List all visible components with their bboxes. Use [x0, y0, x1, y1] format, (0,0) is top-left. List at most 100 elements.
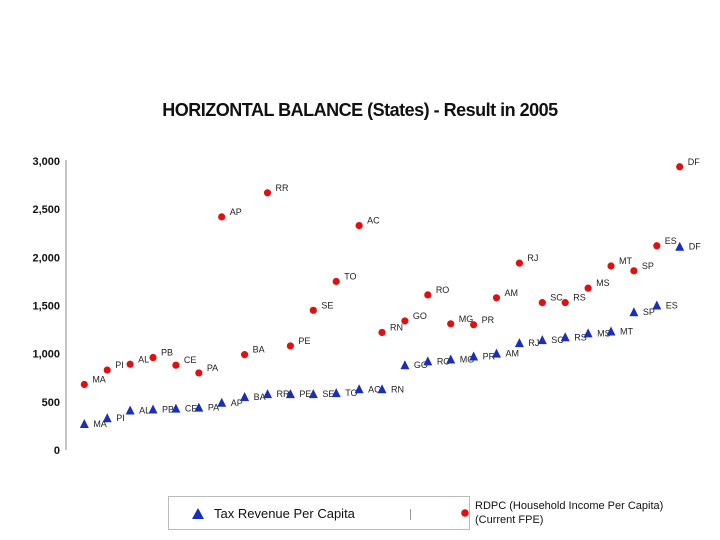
tax-revenue-point — [629, 307, 639, 317]
rdpc-point — [653, 242, 661, 250]
rdpc-series: MA PI AL PB CE PA AP BA RR PE SE TO AC RN GO RO MG PR AM RJ… — [80, 157, 700, 389]
tax-revenue-point-label: BA — [254, 392, 266, 402]
tax-revenue-point — [194, 402, 204, 412]
rdpc-point-label: MA — [92, 374, 106, 384]
legend-triangle-icon — [192, 508, 204, 519]
rdpc-point-label: AM — [505, 288, 519, 298]
y-tick-label: 2,500 — [32, 204, 60, 216]
rdpc-point-label: MG — [459, 314, 474, 324]
rdpc-point — [584, 284, 592, 292]
rdpc-point-label: MS — [596, 278, 610, 288]
rdpc-point-label: RN — [390, 322, 403, 332]
legend: Tax Revenue Per Capita — [168, 496, 470, 530]
tax-revenue-point — [308, 389, 318, 399]
rdpc-point-label: PB — [161, 348, 173, 358]
legend-label-rdpc-line2: (Current FPE) — [475, 514, 544, 526]
rdpc-point-label: RS — [573, 293, 586, 303]
tax-revenue-point-label: MT — [620, 327, 633, 337]
tax-revenue-point — [606, 326, 616, 336]
tax-revenue-point — [217, 397, 227, 407]
tax-revenue-point — [492, 348, 502, 358]
rdpc-point-label: PA — [207, 363, 218, 373]
tax-revenue-series: MA PI AL PB CE PA AP BA RR PE SE TO AC RN GO RO MG PR AM RJ… — [79, 241, 701, 429]
rdpc-point — [515, 259, 524, 267]
tax-revenue-point-label: PA — [208, 403, 219, 413]
rdpc-point — [103, 366, 111, 374]
tax-revenue-point-label: AP — [231, 398, 243, 408]
rdpc-point-label: PI — [115, 360, 124, 370]
tax-revenue-point — [377, 384, 387, 394]
tax-revenue-point-label: SE — [322, 389, 334, 399]
rdpc-point — [630, 267, 638, 275]
rdpc-point — [241, 351, 249, 359]
rdpc-point — [263, 189, 272, 197]
tax-revenue-point — [263, 389, 273, 399]
tax-revenue-point — [102, 413, 112, 423]
rdpc-point — [447, 320, 455, 328]
tax-revenue-point-label: PE — [299, 389, 311, 399]
y-tick-label: 0 — [54, 445, 60, 457]
rdpc-point — [401, 317, 409, 325]
tax-revenue-point-label: RR — [277, 389, 290, 399]
tax-revenue-point-label: DF — [689, 242, 701, 252]
rdpc-point — [309, 306, 317, 314]
rdpc-point-label: SE — [321, 300, 333, 310]
rdpc-point — [286, 342, 295, 350]
tax-revenue-point-label: RJ — [528, 338, 539, 348]
rdpc-point — [149, 353, 157, 362]
rdpc-point — [492, 294, 501, 302]
rdpc-point — [378, 328, 386, 337]
tax-revenue-point-label: AL — [139, 406, 150, 416]
rdpc-point-label: TO — [344, 271, 356, 281]
y-tick-label: 3,000 — [32, 156, 60, 168]
tax-revenue-point — [537, 335, 547, 345]
rdpc-point-label: CE — [184, 355, 197, 365]
tax-revenue-point-label: MG — [460, 354, 475, 364]
rdpc-point — [126, 360, 134, 368]
tax-revenue-point — [560, 332, 570, 342]
y-tick-label: 2,000 — [32, 252, 60, 264]
tax-revenue-point — [171, 403, 181, 413]
rdpc-point — [470, 321, 478, 329]
y-tick-label: 1,000 — [32, 349, 60, 361]
rdpc-point — [607, 262, 615, 270]
rdpc-point-label: AC — [367, 216, 380, 226]
tax-revenue-point — [514, 338, 524, 348]
tax-revenue-point — [79, 418, 89, 428]
tax-revenue-point — [285, 389, 295, 399]
tax-revenue-point — [446, 354, 456, 364]
rdpc-point — [355, 221, 363, 230]
tax-revenue-point — [148, 404, 158, 414]
legend-circle-icon — [461, 509, 469, 517]
tax-revenue-point — [469, 351, 479, 361]
legend-label-tax-revenue: Tax Revenue Per Capita — [214, 506, 355, 521]
rdpc-point — [538, 299, 546, 307]
rdpc-point-label: DF — [688, 157, 700, 167]
legend-divider — [410, 509, 411, 520]
tax-revenue-point — [652, 300, 662, 310]
rdpc-point — [332, 277, 340, 286]
rdpc-point — [195, 369, 203, 377]
rdpc-point — [561, 299, 569, 307]
rdpc-point — [218, 213, 226, 221]
rdpc-point — [80, 380, 88, 389]
tax-revenue-point — [675, 241, 685, 251]
tax-revenue-point-label: RO — [437, 356, 451, 366]
tax-revenue-point-label: PR — [483, 352, 496, 362]
rdpc-point — [676, 163, 684, 171]
tax-revenue-point-label: MS — [597, 328, 611, 338]
tax-revenue-point-label: AM — [506, 349, 520, 359]
y-tick-label: 500 — [42, 397, 60, 409]
tax-revenue-point-label: CE — [185, 404, 198, 414]
rdpc-point-label: ES — [665, 236, 677, 246]
tax-revenue-point-label: PB — [162, 405, 174, 415]
tax-revenue-point-label: ES — [666, 301, 678, 311]
y-tick-label: 1,500 — [32, 301, 60, 313]
tax-revenue-point-label: PI — [116, 413, 125, 423]
rdpc-point-label: PR — [482, 315, 495, 325]
tax-revenue-point-label: SP — [643, 307, 655, 317]
rdpc-point — [424, 291, 432, 299]
rdpc-point-label: RO — [436, 285, 450, 295]
tax-revenue-point — [583, 328, 593, 338]
